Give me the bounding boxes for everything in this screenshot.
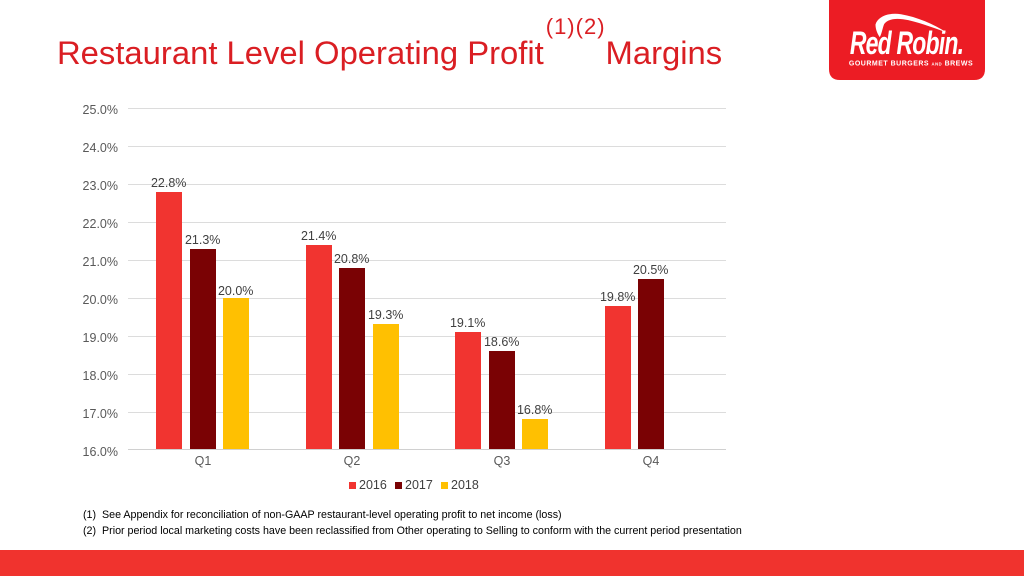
svg-text:Red Robin.: Red Robin.	[850, 24, 963, 61]
svg-text:GOURMET BURGERS AND BREWS: GOURMET BURGERS AND BREWS	[849, 61, 973, 68]
